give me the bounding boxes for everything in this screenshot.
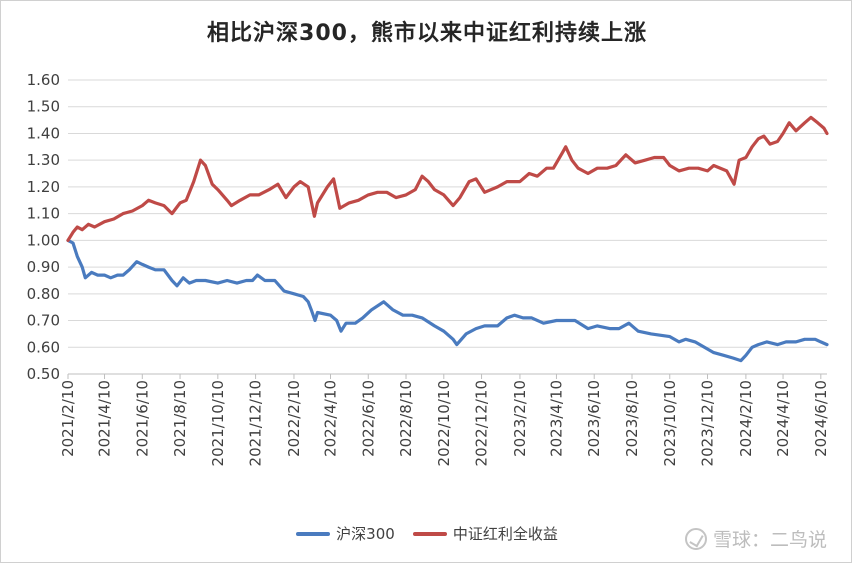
x-tick-label: 2021/10/10 — [209, 380, 227, 466]
watermark-text: 雪球：二鸟说 — [712, 529, 827, 551]
x-tick-label: 2024/6/10 — [812, 380, 830, 457]
y-tick-label: 1.30 — [27, 151, 60, 169]
y-tick-label: 1.20 — [27, 178, 60, 196]
x-tick-label: 2021/4/10 — [96, 380, 114, 457]
x-tick-label: 2022/6/10 — [359, 380, 377, 457]
x-tick-label: 2023/6/10 — [585, 380, 603, 457]
y-tick-label: 0.90 — [27, 258, 60, 276]
x-tick-label: 2024/2/10 — [737, 380, 755, 457]
chart-title: 相比沪深300，熊市以来中证红利持续上涨 — [207, 21, 647, 46]
x-tick-label: 2021/8/10 — [171, 380, 189, 457]
xueqiu-logo-icon — [684, 527, 707, 550]
legend-swatch-csi300 — [296, 531, 331, 536]
legend-swatch-dividend — [412, 531, 447, 536]
legend-label-csi300: 沪深300 — [336, 525, 395, 543]
watermark: 雪球：二鸟说 — [684, 525, 827, 552]
legend: 沪深300 中证红利全收益 — [1, 523, 852, 544]
x-tick-label: 2021/12/10 — [247, 380, 265, 466]
y-tick-label: 0.60 — [27, 338, 60, 356]
series-line-csi300 — [66, 238, 829, 363]
x-tick-label: 2021/2/10 — [59, 380, 77, 457]
y-tick-label: 1.60 — [27, 71, 60, 89]
y-tick-label: 0.70 — [27, 312, 60, 330]
x-tick-label: 2022/2/10 — [285, 380, 303, 457]
x-tick-label: 2023/10/10 — [661, 380, 679, 466]
legend-item-csi300: 沪深300 — [296, 523, 395, 544]
y-tick-label: 0.80 — [27, 285, 60, 303]
y-tick-label: 1.40 — [27, 124, 60, 142]
x-tick-label: 2022/4/10 — [321, 380, 339, 457]
x-tick-label: 2023/8/10 — [623, 380, 641, 457]
x-tick-label: 2024/4/10 — [774, 380, 792, 457]
x-tick-label: 2022/12/10 — [473, 380, 491, 466]
legend-item-dividend: 中证红利全收益 — [412, 523, 558, 544]
legend-label-dividend: 中证红利全收益 — [452, 525, 558, 543]
x-tick-label: 2022/10/10 — [435, 380, 453, 466]
x-tick-label: 2022/8/10 — [397, 380, 415, 457]
y-tick-label: 1.50 — [27, 98, 60, 116]
x-tick-label: 2023/4/10 — [547, 380, 565, 457]
y-tick-label: 0.50 — [27, 365, 60, 383]
x-tick-label: 2021/6/10 — [133, 380, 151, 457]
y-tick-label: 1.10 — [27, 205, 60, 223]
x-tick-label: 2023/2/10 — [511, 380, 529, 457]
series-line-dividend — [66, 115, 829, 242]
y-tick-label: 1.00 — [27, 231, 60, 249]
x-tick-label: 2023/12/10 — [699, 380, 717, 466]
